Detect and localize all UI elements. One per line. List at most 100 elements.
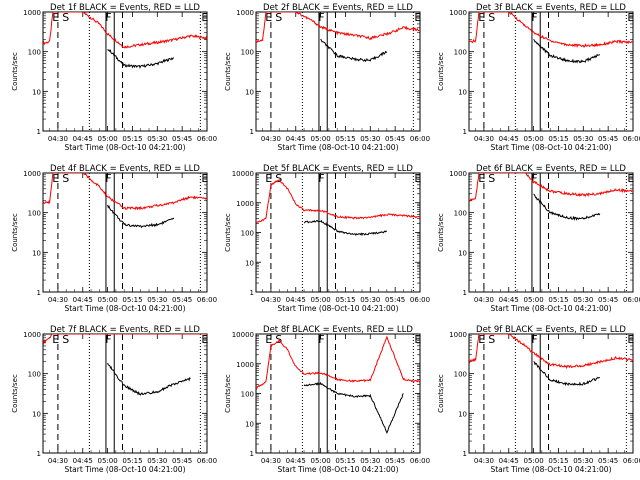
x-tick-label: 05:30 xyxy=(573,457,593,465)
x-tick-label: 04:45 xyxy=(73,457,93,465)
x-tick-label: 04:45 xyxy=(286,296,306,304)
panel-det-4: Det 4f BLACK = Events, RED = LLD 1 10 100 10… xyxy=(11,164,217,313)
x-axis-label: Start Time (08-Oct-10 04:21:00) xyxy=(277,465,398,474)
y-axis-label: Counts/sec xyxy=(437,213,445,252)
y-tick-label: 1 xyxy=(250,289,254,297)
x-tick-label: 05:15 xyxy=(335,296,355,304)
y-tick-label: 1000 xyxy=(236,361,254,369)
interval-marker-label: S xyxy=(62,172,69,185)
y-axis-label: Counts/sec xyxy=(11,213,19,252)
x-tick-label: 05:45 xyxy=(598,135,618,143)
events-rate-line xyxy=(107,204,175,229)
plot-frame xyxy=(42,11,208,132)
x-tick-label: 06:00 xyxy=(197,457,217,465)
y-tick-label: 100 xyxy=(28,210,41,218)
interval-marker-label: E xyxy=(201,172,208,185)
interval-marker-label: F xyxy=(105,333,111,346)
interval-marker-label: S xyxy=(62,333,69,346)
y-tick-label: 10 xyxy=(32,88,41,96)
y-tick-label: 1 xyxy=(463,128,467,136)
x-tick-label: 05:45 xyxy=(598,457,618,465)
panel-title: Det 6f BLACK = Events, RED = LLD xyxy=(476,164,626,174)
x-tick-label: 04:30 xyxy=(474,135,494,143)
x-tick-label: 05:00 xyxy=(98,135,118,143)
y-tick-label: 10000 xyxy=(232,170,254,178)
y-tick-label: 1000 xyxy=(449,331,467,339)
y-tick-label: 1 xyxy=(37,450,41,458)
panel-title: Det 5f BLACK = Events, RED = LLD xyxy=(263,164,413,174)
interval-marker-label: F xyxy=(105,11,111,24)
interval-marker-label: S xyxy=(488,172,495,185)
y-tick-label: 100 xyxy=(454,210,467,218)
y-tick-label: 10 xyxy=(32,410,41,418)
lld-rate-line xyxy=(256,335,420,390)
x-tick-label: 06:00 xyxy=(623,457,640,465)
y-axis-label: Counts/sec xyxy=(437,52,445,91)
interval-marker-label: E xyxy=(627,11,634,24)
lld-rate-line xyxy=(469,173,633,203)
x-tick-label: 04:30 xyxy=(261,135,281,143)
events-rate-line xyxy=(107,362,191,396)
plot-frame xyxy=(255,11,421,132)
x-tick-label: 04:30 xyxy=(474,457,494,465)
y-tick-label: 10 xyxy=(32,249,41,257)
y-tick-label: 100 xyxy=(28,371,41,379)
y-tick-label: 1000 xyxy=(449,9,467,17)
x-tick-label: 04:45 xyxy=(499,457,519,465)
y-tick-label: 10 xyxy=(245,88,254,96)
x-tick-label: 05:45 xyxy=(385,457,405,465)
x-axis-label: Start Time (08-Oct-10 04:21:00) xyxy=(490,465,611,474)
y-axis-label: Counts/sec xyxy=(224,52,232,91)
x-tick-label: 05:00 xyxy=(98,296,118,304)
x-tick-label: 05:00 xyxy=(524,457,544,465)
y-tick-label: 10 xyxy=(245,259,254,267)
panel-title: Det 2f BLACK = Events, RED = LLD xyxy=(263,3,413,13)
y-axis-label: Counts/sec xyxy=(437,374,445,413)
x-tick-label: 06:00 xyxy=(410,135,430,143)
x-tick-label: 05:00 xyxy=(524,135,544,143)
x-tick-label: 04:30 xyxy=(48,296,68,304)
x-tick-label: 06:00 xyxy=(623,135,640,143)
lld-rate-line xyxy=(256,12,420,43)
y-tick-label: 1000 xyxy=(23,331,41,339)
y-tick-label: 10 xyxy=(458,410,467,418)
plot-frame xyxy=(255,172,421,293)
interval-marker-label: S xyxy=(275,11,282,24)
panel-det-8: Det 8f BLACK = Events, RED = LLD 1 10 100 10… xyxy=(224,325,430,474)
x-tick-label: 05:30 xyxy=(360,135,380,143)
y-tick-label: 1 xyxy=(463,450,467,458)
interval-marker-label: E xyxy=(627,333,634,346)
x-axis-label: Start Time (08-Oct-10 04:21:00) xyxy=(64,304,185,313)
x-tick-label: 04:30 xyxy=(474,296,494,304)
interval-marker-label: E xyxy=(52,172,59,185)
y-axis-label: Counts/sec xyxy=(224,374,232,413)
panel-det-7: Det 7f BLACK = Events, RED = LLD 1 10 100 10… xyxy=(11,325,217,474)
lld-rate-line xyxy=(469,334,633,370)
x-tick-label: 05:15 xyxy=(335,457,355,465)
x-tick-label: 05:45 xyxy=(385,296,405,304)
x-tick-label: 04:45 xyxy=(499,296,519,304)
x-tick-label: 04:45 xyxy=(286,457,306,465)
interval-marker-label: E xyxy=(265,333,272,346)
events-rate-line xyxy=(107,49,174,70)
interval-marker-label: F xyxy=(531,172,537,185)
y-tick-label: 1 xyxy=(250,128,254,136)
y-tick-label: 100 xyxy=(241,391,254,399)
x-tick-label: 05:30 xyxy=(573,296,593,304)
y-tick-label: 10 xyxy=(245,420,254,428)
plot-frame xyxy=(468,11,634,132)
x-axis-label: Start Time (08-Oct-10 04:21:00) xyxy=(64,465,185,474)
panel-title: Det 9f BLACK = Events, RED = LLD xyxy=(476,325,626,335)
x-tick-label: 05:30 xyxy=(147,135,167,143)
x-tick-label: 04:30 xyxy=(48,135,68,143)
panel-det-2: Det 2f BLACK = Events, RED = LLD 1 10 100 10… xyxy=(224,3,430,152)
y-tick-label: 100 xyxy=(454,49,467,57)
x-tick-label: 05:15 xyxy=(548,457,568,465)
interval-marker-label: S xyxy=(275,172,282,185)
x-axis-label: Start Time (08-Oct-10 04:21:00) xyxy=(64,143,185,152)
x-tick-label: 05:00 xyxy=(311,296,331,304)
x-tick-label: 05:45 xyxy=(172,457,192,465)
x-tick-label: 05:15 xyxy=(548,296,568,304)
x-tick-label: 06:00 xyxy=(623,296,640,304)
x-tick-label: 05:30 xyxy=(360,296,380,304)
